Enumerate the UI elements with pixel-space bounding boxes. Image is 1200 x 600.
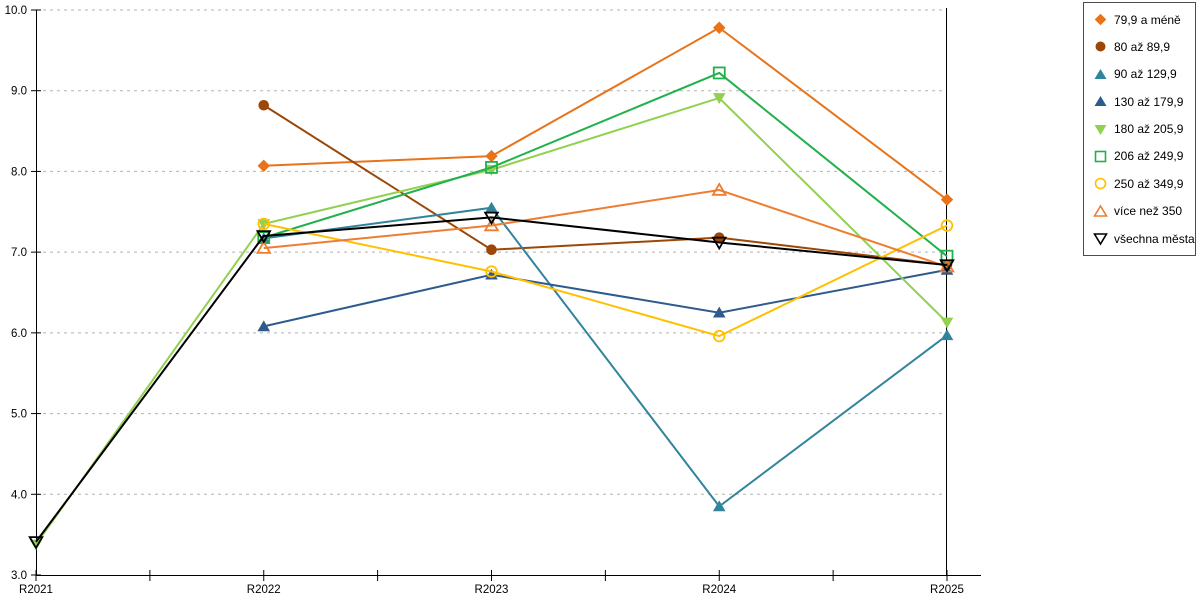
series-line-5 [263,71,948,257]
series-5-marker [712,66,726,80]
legend-label: 90 až 129,9 [1114,67,1177,82]
series-3-marker [712,306,726,318]
series-line-1 [263,104,948,267]
series-2-marker [485,201,498,213]
y-tick-label: 8.0 [11,166,27,178]
square-icon [1094,150,1107,163]
triangle-up-icon [1094,68,1107,79]
legend-marker [1095,41,1106,52]
series-8-marker [939,259,955,273]
circle-icon [1095,41,1106,52]
y-tick-label: 4.0 [11,489,27,501]
series-2-marker [940,329,954,341]
series-6-marker [713,329,726,343]
legend-label: 250 až 349,9 [1114,176,1184,191]
series-8-marker [255,230,272,244]
legend-marker [1094,96,1107,107]
legend-label: 130 až 179,9 [1114,94,1184,109]
x-tick-label: R2022 [247,584,281,596]
legend-marker [1094,68,1107,79]
series-4-marker [940,317,954,329]
y-tick-label: 6.0 [11,328,27,340]
series-line-3 [263,268,948,328]
legend-item-1: 80 až 89,9 [1093,39,1191,54]
triangle-down-icon [1093,233,1108,246]
series-2-marker [712,500,726,512]
x-tick-label: R2025 [930,584,964,596]
legend-marker [1094,13,1107,26]
y-tick-label: 9.0 [11,86,27,98]
legend-label: 79,9 a méně [1114,12,1181,27]
series-line-6 [263,222,948,338]
series-line-4 [35,96,948,545]
diamond-icon [1094,13,1107,26]
legend-marker [1093,204,1108,217]
triangle-up-icon [1094,96,1107,107]
legend-item-6: 250 až 349,9 [1093,176,1191,191]
series-8-marker [28,536,44,550]
circle-icon [1094,177,1107,190]
legend-item-4: 180 až 205,9 [1093,122,1191,137]
series-0-marker [257,159,270,172]
series-4-marker [712,93,726,104]
legend-item-8: všechna města [1093,231,1195,246]
legend-item-0: 79,9 a méně [1093,12,1191,27]
series-0-marker [713,21,726,34]
series-6-marker [940,219,954,232]
legend-marker [1093,233,1108,246]
series-0-marker [485,149,498,163]
x-tick-label: R2021 [19,584,53,596]
legend-marker [1094,150,1107,163]
x-tick-label: R2023 [475,584,509,596]
legend-item-7: více než 350 [1093,204,1191,219]
y-tick-label: 10.0 [5,5,27,17]
line-chart: 3.0 4.0 5.0 6.0 7.0 8.0 9.0 10.0 R2021 R2022 R2023… [5,5,981,596]
y-tick-label: 3.0 [11,570,27,582]
legend-item-2: 90 až 129,9 [1093,67,1191,82]
legend-marker [1094,177,1107,190]
legend-label: 206 až 249,9 [1114,149,1184,164]
legend-item-3: 130 až 179,9 [1093,94,1191,109]
series-6-marker [485,265,498,278]
legend-label: 80 až 89,9 [1114,39,1171,54]
series-line-0 [263,26,948,201]
series-3-marker [257,320,271,332]
series-7-marker [711,182,728,196]
series-0-marker [940,193,954,206]
triangle-down-icon [1094,124,1107,135]
series-1-marker [258,99,270,111]
series-6-marker [257,217,270,231]
y-tick-label: 7.0 [11,247,27,259]
legend-marker [1094,124,1107,135]
series-line-7 [263,188,948,268]
triangle-up-icon [1093,204,1108,217]
legend-item-5: 206 až 249,9 [1093,149,1191,164]
series-5-marker [485,160,498,174]
legend: 79,9 a méně 80 až 89,9 90 až 129,9 130 až 1… [1083,2,1196,256]
legend-label: 180 až 205,9 [1114,122,1184,136]
series-8-marker [711,236,728,251]
series-7-marker [255,240,272,254]
series-7-marker [483,217,500,232]
series-line-8 [35,216,948,543]
x-tick-label: R2024 [702,584,736,596]
series-8-marker [483,211,500,226]
legend-label: více než 350 [1114,204,1183,219]
series-1-marker [486,244,497,256]
y-tick-label: 5.0 [11,409,27,421]
series-line-2 [263,206,948,508]
legend-label: všechna města [1114,231,1195,246]
